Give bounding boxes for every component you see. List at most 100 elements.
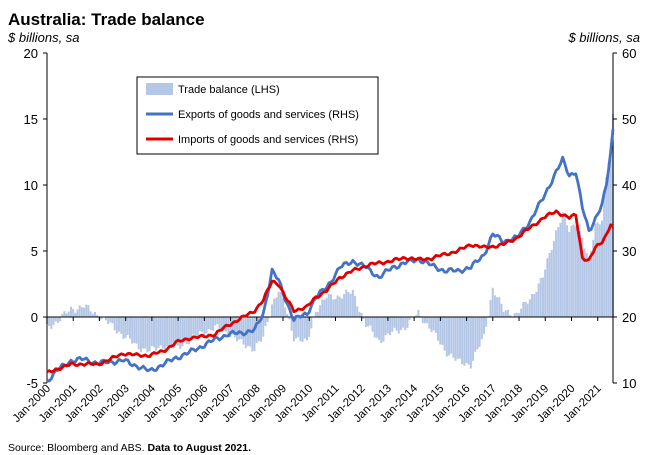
trade-balance-bar-165 [406, 317, 409, 328]
trade-balance-bar-96 [255, 317, 258, 344]
trade-balance-bar-84 [229, 317, 232, 338]
trade-balance-bar-41 [135, 317, 138, 344]
trade-balance-bar-159 [393, 317, 396, 328]
x-axis-tick-labels: Jan-2000Jan-2001Jan-2002Jan-2003Jan-2004… [11, 382, 604, 425]
trade-balance-bar-47 [148, 317, 151, 352]
trade-balance-bar-243 [576, 229, 579, 317]
trade-balance-bar-162 [399, 317, 402, 331]
trade-balance-bar-126 [321, 299, 324, 317]
legend-label-trade-balance: Trade balance (LHS) [178, 84, 280, 96]
trade-balance-bar-225 [537, 283, 540, 317]
trade-balance-bar-113 [292, 317, 295, 342]
trade-balance-bar-218 [522, 302, 525, 317]
trade-balance-bar-99 [262, 317, 265, 337]
trade-balance-bar-226 [539, 277, 542, 317]
trade-balance-bar-4 [54, 317, 57, 322]
trade-balance-bar-237 [563, 215, 566, 317]
trade-balance-bar-65 [187, 317, 190, 345]
trade-balance-bar-109 [284, 307, 287, 317]
trade-balance-bar-255 [603, 195, 606, 317]
trade-balance-bar-12 [72, 309, 75, 317]
right-tick-label: 40 [622, 178, 636, 193]
trade-balance-bar-158 [391, 317, 394, 332]
trade-balance-bar-16 [80, 307, 83, 317]
trade-balance-bar-200 [482, 317, 485, 334]
trade-balance-bar-160 [395, 317, 398, 331]
trade-balance-bar-73 [205, 317, 208, 334]
trade-balance-bar-34 [120, 317, 123, 334]
trade-balance-bar-33 [118, 317, 121, 332]
trade-balance-bar-194 [469, 317, 472, 369]
trade-balance-bar-239 [568, 231, 571, 317]
left-tick-label: 20 [24, 46, 38, 61]
trade-balance-bar-257 [607, 162, 610, 317]
trade-balance-bar-30 [111, 317, 114, 324]
trade-balance-bar-97 [257, 317, 260, 342]
trade-balance-bar-39 [131, 317, 134, 344]
trade-balance-bar-127 [323, 299, 326, 317]
left-tick-label: -5 [26, 376, 38, 391]
trade-balance-bar-107 [279, 292, 282, 317]
trade-balance-bar-77 [214, 317, 217, 326]
trade-balance-bar-68 [194, 317, 197, 337]
trade-balance-bar-57 [170, 317, 173, 349]
left-tick-label: 5 [31, 244, 38, 259]
trade-balance-bar-148 [369, 317, 372, 326]
source-text: Source: Bloomberg and ABS. [8, 442, 145, 454]
trade-balance-bar-50 [155, 317, 158, 351]
trade-balance-bar-70 [198, 317, 201, 332]
trade-balance-bar-246 [583, 248, 586, 317]
trade-balance-bar-221 [528, 299, 531, 317]
trade-balance-bar-98 [260, 317, 263, 342]
trade-balance-bar-36 [124, 317, 127, 338]
trade-balance-bar-175 [428, 317, 431, 329]
axes [43, 52, 617, 384]
trade-balance-bar-179 [437, 317, 440, 341]
trade-balance-bar-212 [509, 315, 512, 317]
trade-balance-bar-189 [458, 317, 461, 359]
trade-balance-bar-199 [480, 317, 483, 340]
trade-balance-bar-2 [50, 317, 53, 329]
trade-balance-bar-248 [587, 259, 590, 317]
trade-balance-bar-7 [61, 314, 64, 317]
right-tick-label: 60 [622, 46, 636, 61]
trade-balance-bar-135 [340, 298, 343, 317]
trade-balance-bar-53 [161, 317, 164, 349]
trade-balance-bar-147 [367, 317, 370, 327]
trade-balance-bar-61 [179, 317, 182, 350]
trade-balance-bar-215 [515, 312, 518, 317]
trade-balance-bar-15 [78, 305, 81, 317]
trade-balance-bar-128 [325, 297, 328, 317]
trade-balance-bar-238 [566, 225, 569, 317]
trade-balance-bar-13 [74, 312, 77, 317]
trade-balance-bar-228 [544, 269, 547, 317]
right-tick-label: 10 [622, 376, 636, 391]
trade-balance-bars [45, 113, 614, 369]
trade-balance-bar-58 [172, 317, 175, 349]
trade-balance-bar-133 [336, 295, 339, 317]
trade-balance-bar-114 [295, 317, 298, 339]
trade-balance-bar-163 [402, 317, 405, 328]
trade-balance-bar-66 [190, 317, 193, 338]
trade-balance-bar-180 [439, 317, 442, 345]
trade-balance-bar-191 [463, 317, 466, 366]
trade-balance-bar-242 [574, 226, 577, 317]
trade-balance-bar-187 [454, 317, 457, 361]
trade-balance-bar-222 [531, 293, 534, 317]
trade-balance-bar-185 [450, 317, 453, 354]
trade-balance-bar-46 [146, 317, 149, 353]
trade-balance-bar-117 [301, 317, 304, 342]
trade-balance-bar-154 [382, 317, 385, 342]
trade-balance-bar-176 [430, 317, 433, 332]
trade-balance-bar-38 [128, 317, 131, 339]
trade-balance-bar-224 [535, 291, 538, 317]
trade-balance-bar-19 [87, 305, 90, 317]
trade-balance-bar-139 [349, 293, 352, 317]
trade-balance-bar-80 [220, 317, 223, 332]
trade-balance-bar-78 [216, 317, 219, 325]
trade-balance-bar-40 [133, 317, 136, 343]
trade-balance-bar-119 [305, 317, 308, 341]
trade-balance-bar-193 [467, 317, 470, 365]
trade-balance-bar-124 [316, 312, 319, 317]
trade-balance-bar-146 [364, 317, 367, 327]
